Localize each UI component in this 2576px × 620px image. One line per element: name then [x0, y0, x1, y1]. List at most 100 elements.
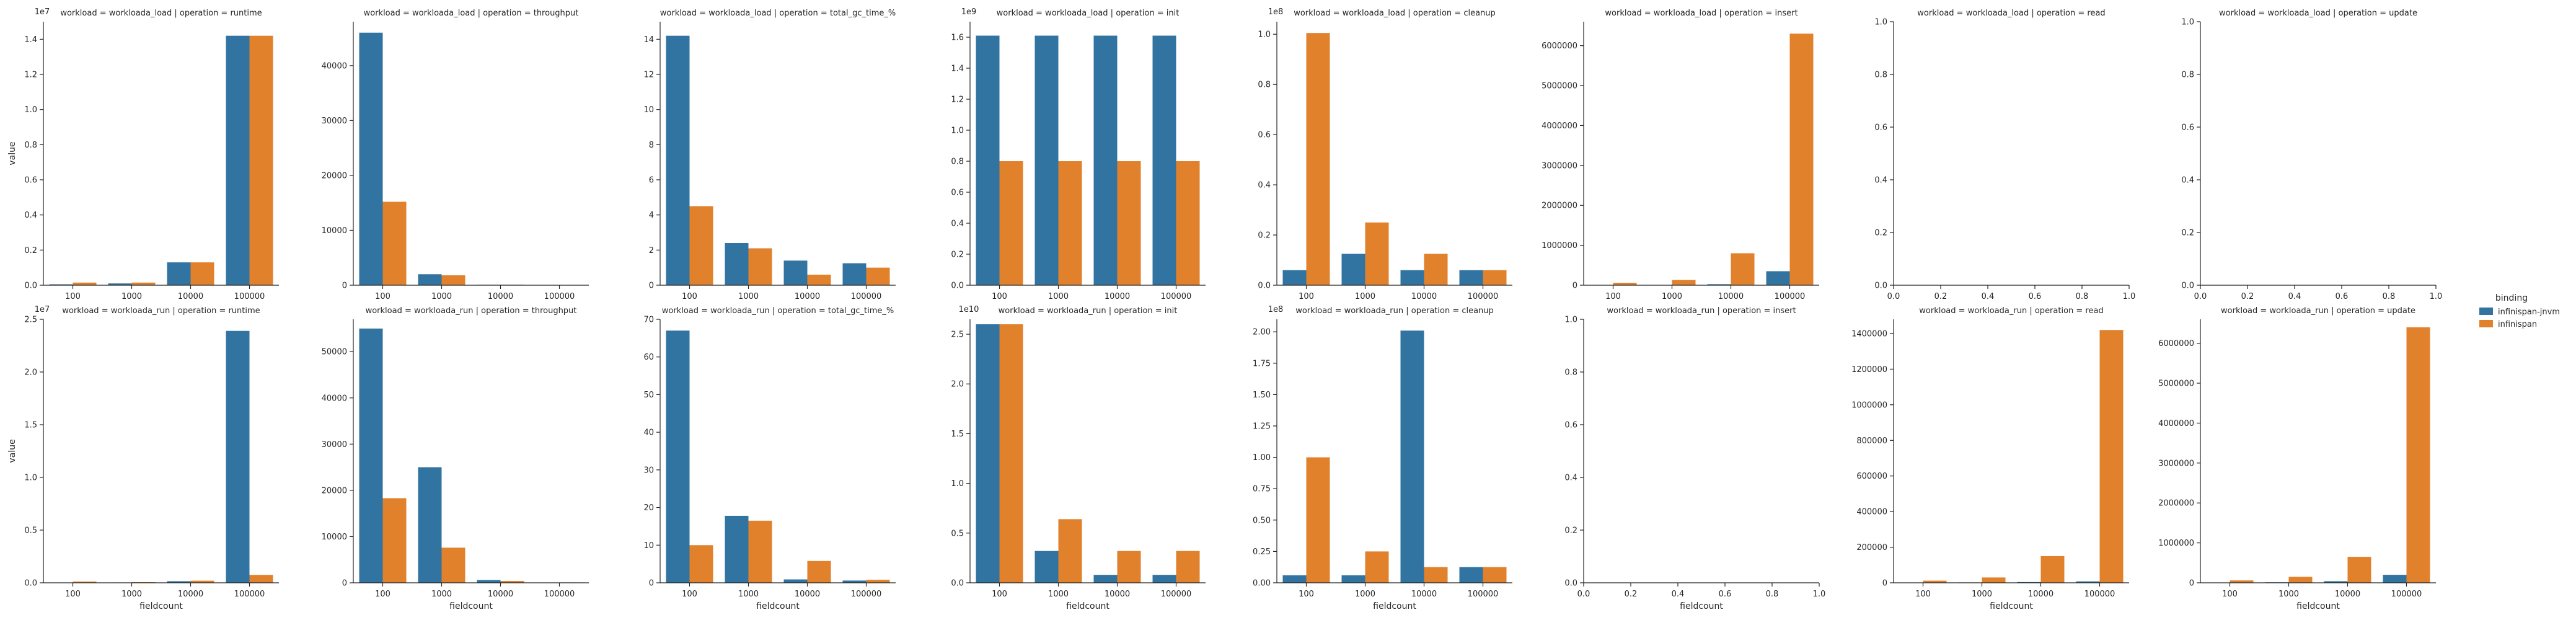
bar [167, 581, 191, 583]
x-tick-label: 1.0 [2430, 292, 2443, 301]
y-tick-label: 4 [649, 211, 654, 220]
y-tick-label: 0.0 [951, 579, 964, 588]
bar [1093, 35, 1118, 285]
facet-title: workload = workloada_load | operation = … [997, 9, 1180, 18]
y-tick-label: 20 [643, 503, 654, 513]
bar [725, 243, 749, 285]
y-tick-label: 0.8 [1564, 368, 1577, 378]
x-tick-label: 10000 [795, 292, 820, 301]
facet-title: workload = workloada_run | operation = t… [366, 306, 577, 316]
y-tick-label: 0.8 [2181, 71, 2194, 80]
bar [1483, 567, 1507, 583]
y-tick-label: 5000000 [1542, 82, 1577, 91]
y-tick-label: 0 [649, 281, 654, 291]
y-tick-label: 0.0 [1874, 281, 1887, 291]
y-tick-label: 1.0 [2181, 18, 2194, 27]
y-tick-label: 0.2 [24, 246, 37, 255]
x-tick-label: 100000 [1468, 292, 1499, 301]
facet-panel: workload = workloada_run | operation = t… [322, 306, 589, 611]
x-tick-label: 100000 [234, 292, 265, 301]
x-tick-label: 100000 [1161, 292, 1192, 301]
legend-title: binding [2495, 293, 2528, 303]
bar [842, 580, 867, 583]
x-tick-label: 1000 [1355, 590, 1375, 599]
y-tick-label: 2.00 [1253, 328, 1271, 337]
facet-title: workload = workloada_run | operation = i… [1607, 306, 1796, 316]
facet-panel: workload = workloada_load | operation = … [1258, 7, 1512, 301]
bar [1058, 161, 1082, 285]
x-tick-label: 100000 [851, 292, 882, 301]
y-tick-label: 0.2 [951, 250, 964, 260]
y-tick-label: 2.0 [951, 380, 964, 389]
y-tick-label: 2000000 [2158, 499, 2194, 508]
bar [477, 580, 501, 583]
bar [1424, 254, 1448, 285]
bar [418, 467, 442, 583]
y-tick-label: 0.8 [1874, 71, 1887, 80]
bar [1365, 222, 1389, 285]
y-tick-label: 40000 [322, 61, 347, 71]
y-tick-label: 20000 [322, 486, 347, 495]
bar [2347, 557, 2371, 583]
x-tick-label: 0.0 [1887, 292, 1900, 301]
bar [73, 282, 97, 285]
bar [1400, 330, 1424, 583]
bar [1483, 270, 1507, 285]
bar [1058, 519, 1082, 583]
x-tick-label: 1000 [738, 292, 759, 301]
x-tick-label: 0.2 [1625, 590, 1638, 599]
x-tick-label: 1000 [431, 292, 452, 301]
x-tick-label: 100 [1299, 292, 1314, 301]
bar [2076, 581, 2100, 583]
bar [359, 32, 383, 285]
bar [1672, 280, 1696, 285]
x-tick-label: 0.2 [1934, 292, 1947, 301]
y-tick-label: 40000 [322, 394, 347, 403]
bar [1034, 551, 1059, 583]
y-tick-label: 40 [643, 428, 654, 438]
x-tick-label: 0.4 [2288, 292, 2301, 301]
y-tick-label: 10000 [322, 533, 347, 542]
y-tick-label: 70 [643, 316, 654, 325]
x-axis-label: fieldcount [1066, 601, 1109, 611]
y-tick-label: 0 [342, 579, 347, 588]
y-tick-label: 1.5 [951, 430, 964, 439]
facet-title: workload = workloada_load | operation = … [2219, 9, 2417, 18]
y-tick-label: 1000000 [2158, 539, 2194, 548]
facet-panel: workload = workloada_run | operation = c… [1253, 305, 1512, 611]
x-tick-label: 100000 [851, 590, 882, 599]
bar [1117, 551, 1141, 583]
y-tick-label: 0.4 [1874, 176, 1887, 185]
bar [1459, 270, 1483, 285]
facet-panel: workload = workloada_load | operation = … [7, 7, 279, 301]
bar [976, 324, 1000, 583]
bar [359, 328, 383, 583]
facet-panel: workload = workloada_run | operation = t… [643, 306, 896, 611]
y-tick-label: 0.2 [1258, 231, 1271, 241]
x-tick-label: 100000 [1775, 292, 1806, 301]
x-tick-label: 100000 [544, 590, 575, 599]
legend-label: infinispan-jnvm [2498, 308, 2560, 317]
legend: binding infinispan-jnvm infinispan [2479, 293, 2560, 329]
bar [167, 262, 191, 285]
x-tick-label: 1000 [2278, 590, 2299, 599]
bar [500, 581, 524, 583]
x-tick-label: 1000 [1662, 292, 1682, 301]
y-tick-label: 0 [1573, 281, 1577, 291]
bar [190, 580, 214, 583]
bar [1282, 575, 1307, 583]
y-tick-label: 0.4 [1564, 474, 1577, 483]
x-tick-label: 10000 [1105, 292, 1130, 301]
bar [1400, 270, 1424, 285]
bar [1034, 35, 1059, 285]
y-tick-label: 0.6 [1874, 123, 1887, 133]
bar [748, 520, 772, 583]
bar [1176, 161, 1200, 285]
x-tick-label: 0.8 [2383, 292, 2396, 301]
x-tick-label: 0.0 [1577, 590, 1590, 599]
y-tick-label: 6 [649, 176, 654, 185]
y-tick-label: 50000 [322, 348, 347, 357]
bar [2288, 577, 2313, 583]
x-tick-label: 10000 [178, 590, 203, 599]
bar [441, 547, 465, 583]
